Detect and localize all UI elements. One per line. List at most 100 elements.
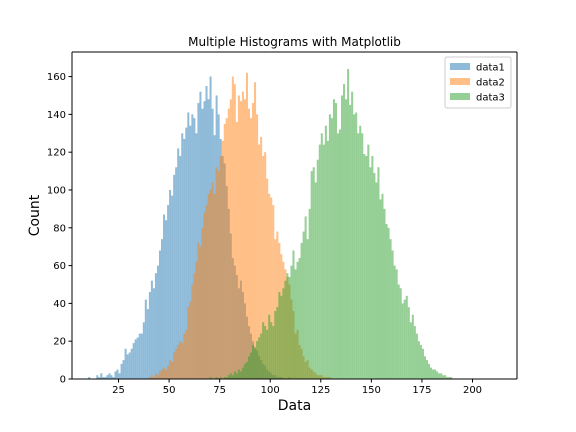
x-axis-label: Data — [278, 398, 311, 414]
bar-data3 — [223, 377, 226, 379]
bar-data2 — [233, 84, 236, 380]
bar-data2 — [247, 108, 250, 379]
bar-data3 — [254, 348, 257, 379]
bar-data3 — [227, 375, 230, 379]
bar-data3 — [345, 99, 348, 379]
y-tick-label: 60 — [53, 261, 66, 272]
bar-data2 — [209, 189, 212, 379]
bar-data3 — [308, 208, 311, 379]
bar-data1 — [132, 343, 135, 379]
bar-data3 — [415, 333, 418, 379]
bar-data1 — [138, 333, 141, 379]
y-tick-label: 80 — [53, 223, 66, 234]
legend-label-data2: data2 — [476, 78, 505, 89]
legend-label-data1: data1 — [476, 63, 505, 74]
bar-data1 — [148, 292, 151, 379]
bar-data3 — [280, 295, 283, 379]
bar-data1 — [189, 125, 192, 379]
axes-frame — [71, 51, 518, 380]
bar-data3 — [419, 344, 422, 379]
bar-data1 — [124, 348, 127, 379]
bar-data2 — [161, 369, 164, 379]
bar-data3 — [243, 363, 246, 379]
bar-data2 — [266, 178, 269, 379]
bar-data1 — [193, 118, 196, 379]
bar-data3 — [328, 114, 331, 379]
bar-data3 — [326, 140, 329, 379]
bar-data3 — [270, 322, 273, 379]
bar-data3 — [393, 265, 396, 379]
histogram-bars — [88, 69, 453, 380]
chart-title: Multiple Histograms with Matplotlib — [188, 35, 401, 49]
bar-data3 — [442, 375, 445, 379]
x-tick-label: 200 — [463, 385, 482, 396]
bar-data2 — [163, 367, 166, 379]
bar-data1 — [163, 214, 166, 379]
bar-data3 — [359, 125, 362, 379]
bar-data2 — [171, 361, 174, 379]
bar-data3 — [448, 377, 451, 379]
bar-data2 — [167, 365, 170, 379]
bar-data3 — [282, 288, 285, 379]
bar-data2 — [181, 343, 184, 379]
bar-data1 — [130, 348, 133, 379]
y-tick-label: 100 — [47, 185, 66, 196]
bar-data2 — [254, 82, 257, 380]
bar-data3 — [241, 367, 244, 379]
bar-data1 — [167, 205, 170, 379]
bar-data3 — [274, 310, 277, 379]
bar-data2 — [189, 301, 192, 379]
bar-data1 — [173, 174, 176, 379]
bar-data1 — [104, 377, 107, 379]
bar-data3 — [286, 273, 289, 379]
x-axis-ticks: 25 50 75 100 125 150 175 200 — [112, 379, 482, 396]
bar-data3 — [314, 182, 317, 379]
bar-data3 — [389, 239, 392, 379]
bar-data3 — [353, 114, 356, 379]
x-tick-label: 100 — [261, 385, 280, 396]
bar-data3 — [233, 371, 236, 379]
bar-data1 — [195, 133, 198, 379]
bar-data1 — [152, 288, 155, 379]
bar-data2 — [252, 103, 255, 380]
y-tick-label: 40 — [53, 299, 66, 310]
bar-data3 — [316, 159, 319, 379]
bar-data3 — [347, 69, 350, 379]
bar-data2 — [217, 171, 220, 379]
bar-data3 — [292, 250, 295, 379]
bar-data3 — [266, 329, 269, 379]
bar-data1 — [156, 265, 159, 379]
y-tick-label: 160 — [47, 72, 66, 83]
bar-data3 — [343, 84, 346, 380]
bar-data2 — [150, 375, 153, 379]
bar-data2 — [272, 205, 275, 379]
bar-data3 — [229, 373, 232, 379]
bar-data3 — [395, 269, 398, 379]
bar-data2 — [229, 99, 232, 379]
bar-data2 — [201, 227, 204, 379]
bar-data3 — [367, 144, 370, 379]
bar-data1 — [197, 103, 200, 380]
bar-data2 — [237, 95, 240, 379]
bar-data3 — [446, 377, 449, 379]
bar-data1 — [144, 299, 147, 379]
bar-data2 — [211, 182, 214, 379]
bar-data2 — [213, 193, 216, 379]
bar-data3 — [351, 91, 354, 380]
bar-data1 — [171, 195, 174, 379]
bar-data2 — [175, 348, 178, 379]
bar-data3 — [245, 361, 248, 379]
bar-data1 — [183, 138, 186, 379]
bar-data3 — [371, 155, 374, 379]
bar-data1 — [128, 352, 131, 379]
bar-data3 — [278, 292, 281, 379]
bar-data2 — [177, 344, 180, 379]
bar-data3 — [405, 295, 408, 379]
bar-data1 — [150, 280, 153, 379]
bar-data2 — [231, 76, 234, 379]
bar-data3 — [272, 326, 275, 379]
bar-data3 — [397, 284, 400, 379]
bar-data2 — [239, 101, 242, 380]
bar-data3 — [294, 269, 297, 379]
